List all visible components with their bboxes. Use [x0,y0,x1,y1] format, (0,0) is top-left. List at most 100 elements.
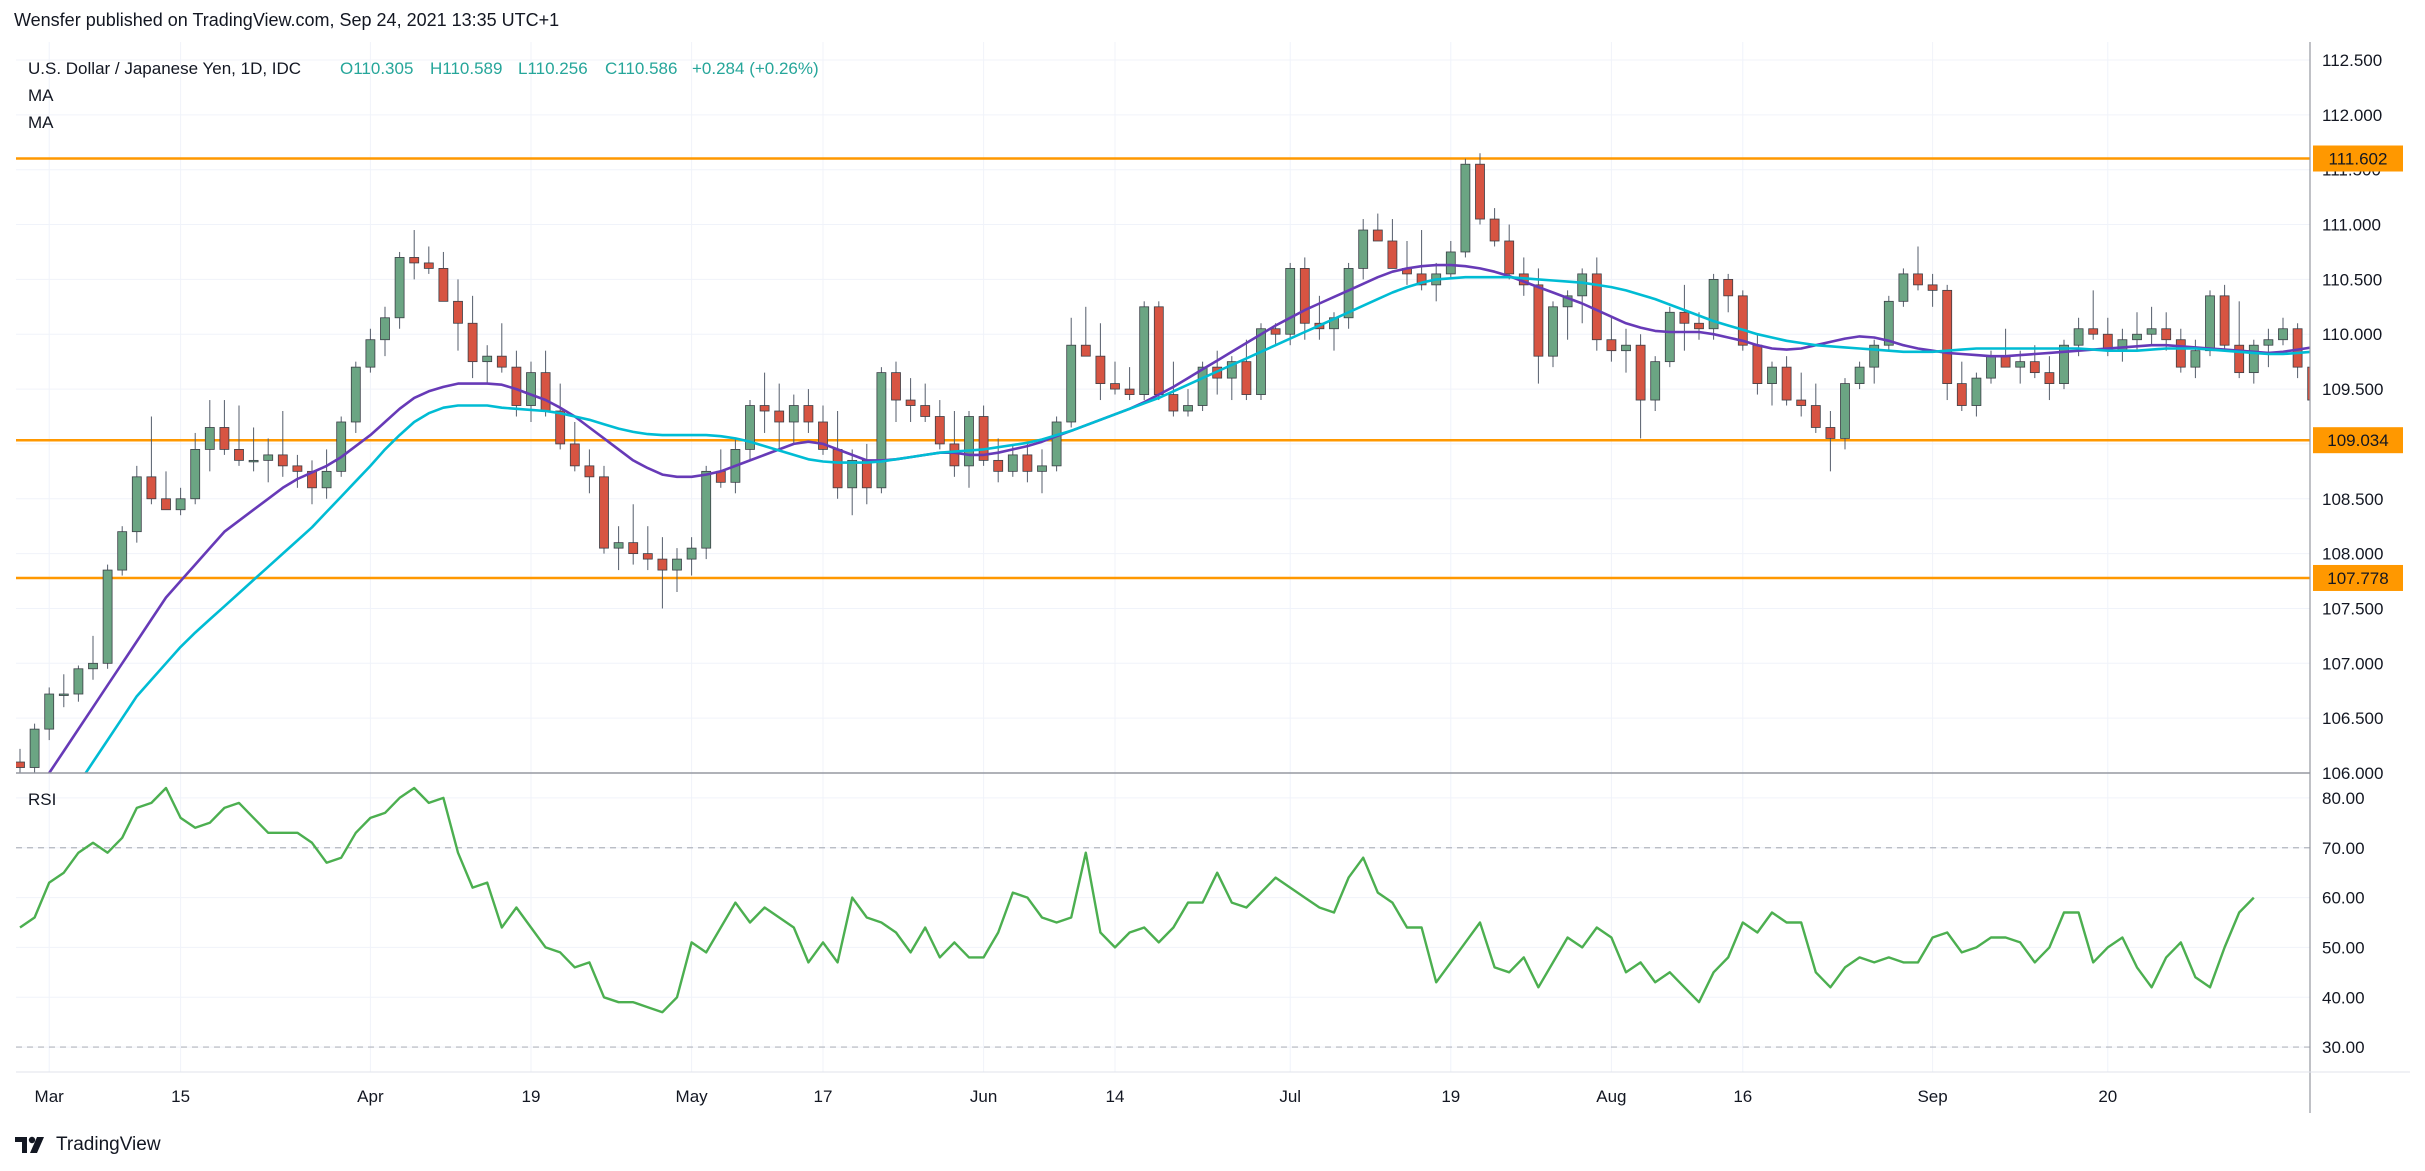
candle [1781,356,1792,406]
candle-body [263,454,274,461]
level-tag-bg [2313,145,2403,172]
candle [102,564,113,669]
candle [2395,301,2404,361]
level-price-tag: 111.602 [2313,145,2403,172]
candle-body [1708,278,1719,330]
time-axis[interactable]: Mar 15 Apr 19 May 17 Jun 14 Jul 19 Aug 16 Sep 20 [35,1087,2118,1106]
candle [1796,372,1807,417]
candle [1621,328,1631,373]
candle-body [1606,339,1617,352]
ma-slow-line [84,275,2310,773]
legend-ma-fast[interactable]: MA [28,86,54,105]
candle [628,504,639,565]
rsi-tick-label: 80.00 [2322,789,2365,808]
tradingview-logo-icon [15,1136,44,1153]
candle-body [920,405,931,417]
candle [496,323,507,373]
price-tick-label: 112.500 [2322,51,2382,70]
candle-body [861,459,872,489]
level-tag-text: 109.034 [2327,431,2388,450]
candle-body [1226,361,1237,379]
candle [1913,246,1923,291]
level-price-tag: 107.778 [2313,564,2403,591]
candle [1489,208,1500,247]
price-tick-label: 108.000 [2322,545,2383,564]
rsi-tick-label: 50.00 [2322,938,2365,957]
time-tick-label: 16 [1733,1087,1752,1106]
candle [1635,334,1646,439]
candle [1431,262,1442,302]
candle-body [1956,383,1967,406]
candle-body [2366,400,2375,416]
candle [1183,389,1193,417]
level-tag-bg [2313,564,2403,591]
candle-body [2395,301,2404,356]
candle-body [1066,344,1077,423]
candle-body [146,476,157,500]
candle-body [131,476,142,533]
candle-body [511,366,522,406]
candle-body [584,465,595,478]
candle-body [526,372,536,406]
candle-body [219,427,230,450]
level-tag-text: 111.602 [2329,150,2388,169]
candle [190,432,201,505]
candle-body [2219,295,2230,346]
candle-body [1124,388,1135,395]
candle-body [1183,405,1193,412]
candle-body [1022,454,1033,472]
candle [1767,361,1777,406]
candle-body [964,416,974,467]
candle-body [1986,355,1996,379]
candle-body [2248,344,2259,374]
candle-body [365,339,376,368]
candle [336,416,347,477]
candle-body [1095,355,1106,384]
candle [2146,306,2157,346]
tradingview-brand[interactable]: TradingView [14,1134,161,1156]
candle [2175,328,2186,373]
candle [1037,449,1047,494]
candle [88,635,98,680]
candle [657,537,668,609]
candle-body [277,454,288,467]
price-tick-label: 110.500 [2322,270,2382,289]
candle-body [1752,344,1763,384]
candle [2132,312,2142,351]
candle [1664,306,1675,368]
candle-body [540,372,551,412]
candle-body [2000,355,2011,368]
candle [876,367,887,494]
candle-body [1416,273,1427,286]
candle-body [628,542,639,555]
time-tick-label: Apr [357,1087,384,1106]
horizontal-levels[interactable] [16,157,2310,580]
candle [321,449,332,499]
legend-ma-slow[interactable]: MA [28,113,54,132]
candle-body [190,449,201,500]
candle [2190,339,2201,379]
candle [1168,361,1179,417]
candle [715,449,726,488]
candle-body [1723,278,1734,297]
candle-body [1168,394,1179,412]
candle [1475,153,1485,225]
candle [2044,356,2055,401]
candle [2307,366,2310,401]
rsi-tick-label: 60.00 [2322,889,2365,908]
candle [467,295,478,379]
candle [1548,301,1558,368]
candle-body [803,405,814,423]
candle-body [1854,366,1865,384]
candle-body [657,558,668,571]
price-tick-label: 107.500 [2322,599,2383,618]
candle-body [234,449,244,461]
candle-body [1475,163,1485,220]
candle-body [2263,339,2274,346]
candle [949,411,960,477]
candle-body [1767,366,1777,384]
candle [1971,372,1982,417]
rsi-axis[interactable]: 80.00 70.00 60.00 50.00 40.00 30.00 [2322,789,2365,1057]
rsi-title[interactable]: RSI [28,790,56,809]
